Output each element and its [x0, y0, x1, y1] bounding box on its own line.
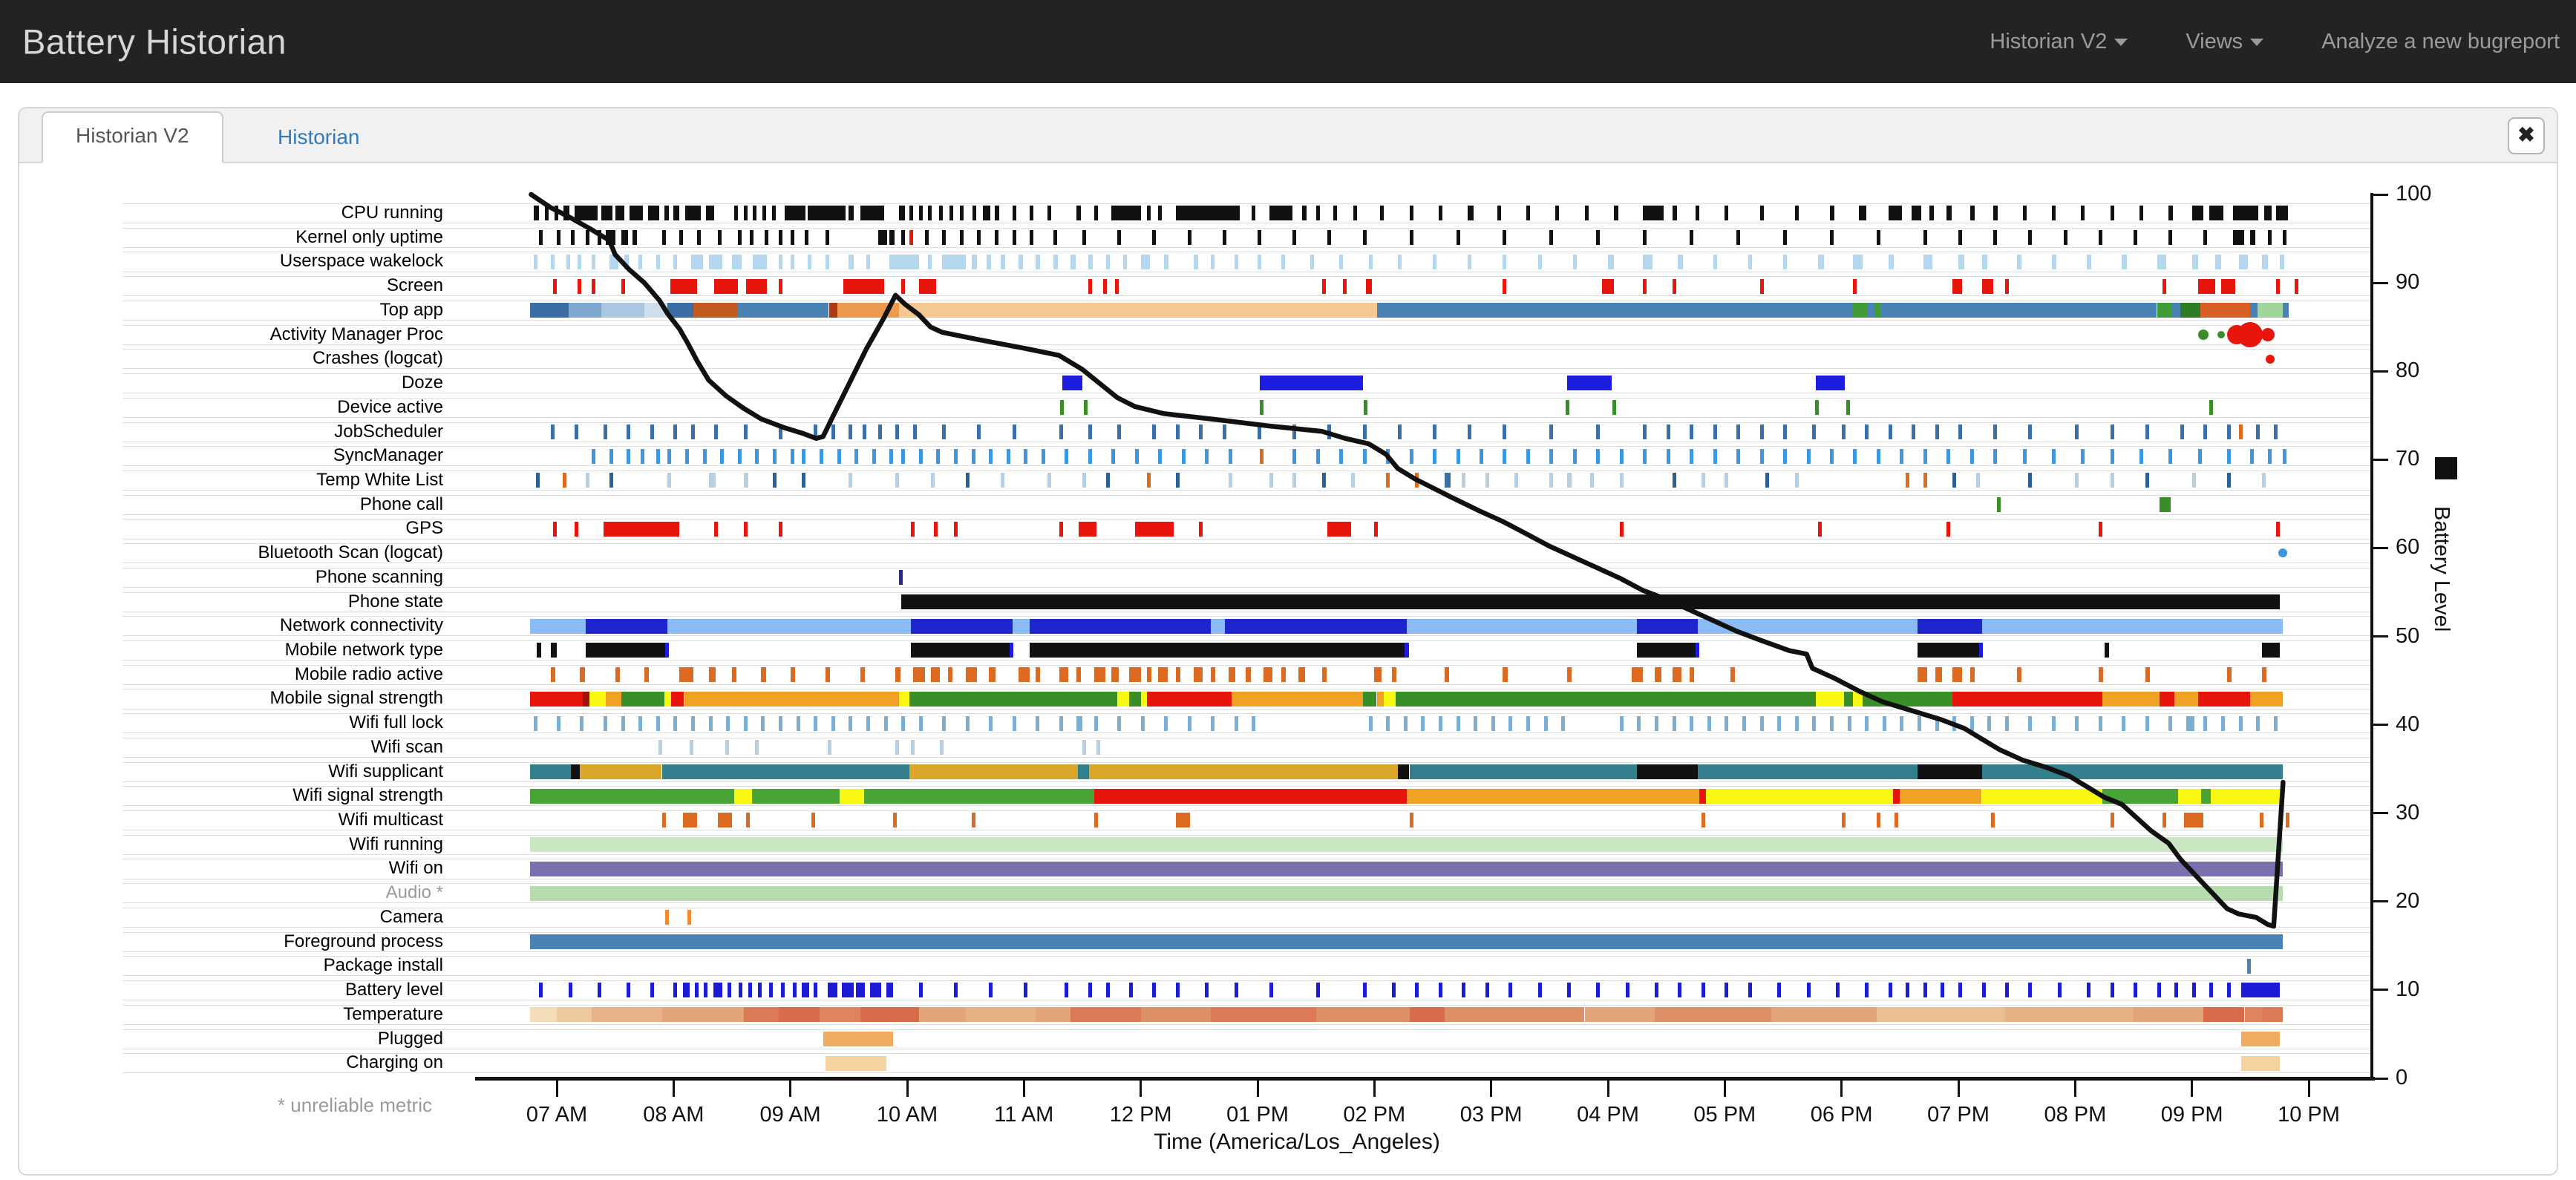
nav-views-dropdown[interactable]: Views [2186, 30, 2264, 54]
tab-historian-v2[interactable]: Historian V2 [42, 111, 223, 163]
tab-strip: Historian V2 Historian ✖ [19, 108, 2557, 163]
chevron-down-icon [2114, 38, 2128, 46]
nav-analyze-new-bugreport[interactable]: Analyze a new bugreport [2321, 29, 2560, 53]
chevron-down-icon [2250, 38, 2264, 46]
app-title: Battery Historian [22, 22, 287, 62]
top-navbar: Battery Historian Historian V2 Views Ana… [0, 0, 2576, 83]
navbar-menu: Historian V2 Views Analyze a new bugrepo… [1990, 0, 2560, 83]
tab-panel: Historian V2 Historian ✖ [18, 107, 2558, 1176]
nav-historian-v2-dropdown[interactable]: Historian V2 [1990, 30, 2128, 54]
tab-historian[interactable]: Historian [278, 125, 360, 148]
close-icon[interactable]: ✖ [2508, 117, 2545, 154]
